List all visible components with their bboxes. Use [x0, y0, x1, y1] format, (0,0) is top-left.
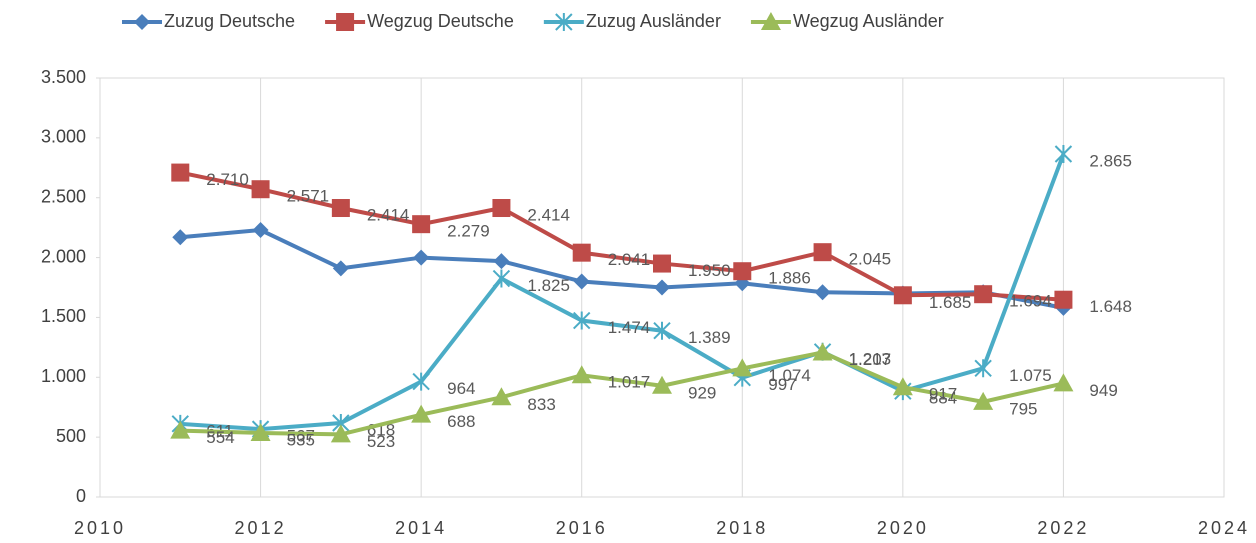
- data-label: 554: [206, 428, 234, 447]
- data-label: 1.074: [768, 366, 811, 385]
- marker: [571, 365, 592, 384]
- series-line: [180, 153, 1066, 432]
- marker: [653, 321, 671, 340]
- data-label: 917: [929, 385, 957, 404]
- marker: [172, 229, 189, 246]
- marker: [733, 262, 752, 281]
- data-label: 2.710: [206, 170, 249, 189]
- marker: [573, 273, 590, 290]
- marker: [413, 249, 430, 266]
- data-label: 997: [768, 375, 796, 394]
- data-label: 1.694: [1009, 292, 1052, 311]
- marker: [812, 342, 833, 361]
- marker: [330, 424, 351, 443]
- data-label: 567: [287, 427, 315, 446]
- x-tick-label: 2020: [877, 518, 929, 538]
- data-label: 1.825: [527, 276, 570, 295]
- data-label: 1.207: [849, 350, 892, 369]
- data-label: 2.414: [367, 205, 410, 224]
- legend-label: Wegzug Ausländer: [793, 11, 944, 31]
- x-tick-label: 2016: [556, 518, 608, 538]
- marker: [170, 420, 191, 439]
- marker: [331, 199, 350, 218]
- marker: [491, 387, 512, 406]
- marker: [336, 13, 355, 31]
- data-label: 964: [447, 379, 475, 398]
- data-label: 1.075: [1009, 366, 1052, 385]
- data-label: 2.041: [608, 250, 651, 269]
- y-tick-label: 2.000: [41, 246, 86, 266]
- data-label: 2.865: [1089, 152, 1132, 171]
- y-tick-label: 1.000: [41, 366, 86, 386]
- data-label: 1.886: [768, 269, 811, 288]
- marker: [573, 311, 591, 330]
- data-label: 1.474: [608, 318, 651, 337]
- data-label: 535: [287, 430, 315, 449]
- marker: [251, 180, 270, 199]
- marker: [555, 13, 573, 31]
- marker: [134, 14, 150, 30]
- data-label: 1.950: [688, 261, 731, 280]
- marker: [492, 199, 511, 218]
- data-label: 1.213: [849, 349, 892, 368]
- marker: [813, 243, 832, 262]
- marker: [732, 358, 753, 377]
- marker: [250, 422, 271, 441]
- marker: [412, 215, 431, 234]
- data-label: 523: [367, 432, 395, 451]
- x-tick-label: 2014: [395, 518, 447, 538]
- marker: [652, 375, 672, 394]
- data-label: 795: [1009, 399, 1037, 418]
- data-label: 1.017: [608, 373, 651, 392]
- y-tick-label: 2.500: [41, 186, 86, 206]
- legend-label: Zuzug Ausländer: [586, 11, 721, 31]
- y-tick-label: 3.500: [41, 67, 86, 87]
- marker: [1054, 145, 1073, 164]
- marker: [814, 284, 831, 301]
- marker: [893, 286, 912, 305]
- marker: [974, 285, 993, 304]
- data-label: 2.045: [849, 250, 892, 269]
- y-tick-label: 500: [56, 426, 86, 446]
- data-label: 1.685: [929, 293, 972, 312]
- x-tick-label: 2022: [1037, 518, 1089, 538]
- marker: [572, 243, 591, 262]
- marker: [1054, 290, 1073, 309]
- marker: [653, 254, 671, 273]
- x-tick-label: 2018: [716, 518, 768, 538]
- marker: [332, 260, 349, 277]
- x-tick-label: 2012: [235, 518, 287, 538]
- marker: [492, 269, 511, 288]
- y-tick-label: 1.500: [41, 306, 86, 326]
- marker: [252, 222, 269, 239]
- marker: [412, 372, 430, 391]
- series-line: [179, 170, 1064, 302]
- legend-label: Wegzug Deutsche: [367, 11, 514, 31]
- marker: [654, 279, 670, 296]
- data-label: 1.389: [688, 328, 731, 347]
- series-line: [180, 350, 1064, 437]
- marker: [493, 253, 510, 270]
- marker: [1053, 373, 1074, 392]
- marker: [760, 12, 781, 30]
- data-label: 949: [1089, 381, 1117, 400]
- y-tick-label: 3.000: [41, 127, 86, 147]
- data-label: 929: [688, 383, 716, 402]
- legend-label: Zuzug Deutsche: [164, 11, 295, 31]
- x-tick-label: 2024: [1198, 518, 1250, 538]
- data-label: 2.279: [447, 222, 490, 241]
- marker: [171, 163, 190, 182]
- data-label: 688: [447, 412, 475, 431]
- y-tick-label: 0: [76, 486, 86, 506]
- data-label: 833: [527, 395, 555, 414]
- data-label: 2.414: [527, 205, 570, 224]
- marker: [974, 359, 992, 378]
- marker: [892, 377, 913, 396]
- x-tick-label: 2010: [74, 518, 126, 538]
- marker: [411, 404, 432, 423]
- marker: [973, 391, 994, 410]
- data-label: 2.571: [287, 187, 330, 206]
- data-label: 1.648: [1089, 297, 1132, 316]
